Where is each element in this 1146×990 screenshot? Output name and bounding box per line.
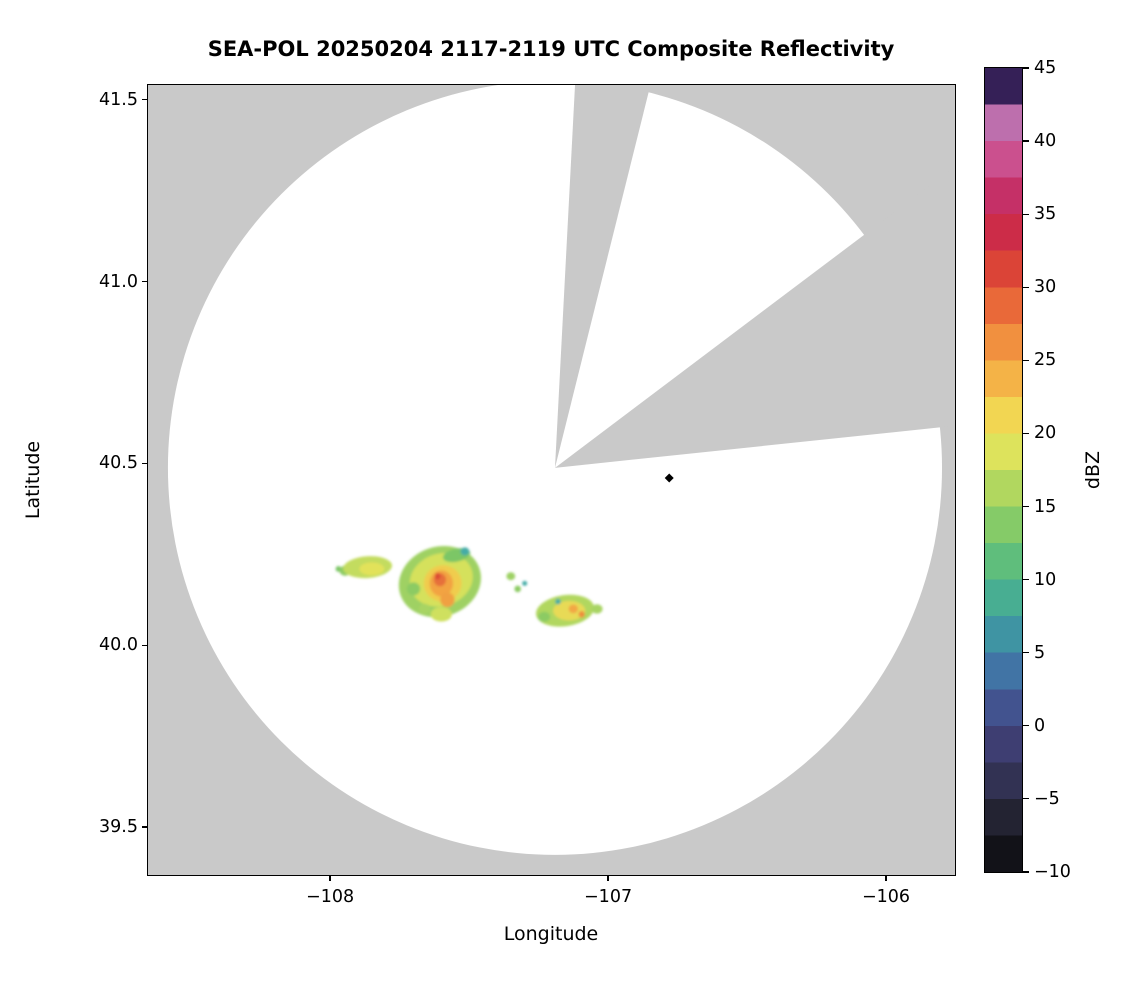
colorbar-tick [1023, 213, 1029, 215]
x-axis-tick-label: −107 [584, 887, 633, 907]
colorbar-tick-label: 0 [1034, 715, 1046, 736]
y-axis-label: Latitude [22, 440, 44, 520]
colorbar-tick [1023, 505, 1029, 508]
colorbar-tick-label: 10 [1034, 569, 1057, 590]
x-axis-tick [607, 875, 609, 881]
colorbar-tick-label: 45 [1034, 58, 1057, 78]
colorbar-tick [1023, 286, 1029, 288]
blocked-sector [554, 166, 955, 468]
chart-title: SEA-POL 20250204 2117-2119 UTC Composite… [207, 37, 895, 61]
echo-layer [335, 545, 603, 627]
colorbar-tick [1023, 579, 1029, 581]
colorbar-tick-label: −5 [1034, 788, 1060, 809]
colorbar-tick [1023, 67, 1029, 69]
radar-coverage-circle [167, 84, 942, 855]
echo-cell [591, 603, 603, 614]
colorbar-label: dBZ [1082, 450, 1104, 490]
x-axis-tick-label: −106 [862, 887, 911, 907]
echo-cell [434, 572, 441, 580]
echo-cell [359, 562, 385, 576]
colorbar-tick-label: 30 [1034, 277, 1057, 298]
x-axis-label: Longitude [503, 923, 599, 945]
colorbar-tick [1023, 359, 1029, 361]
echo-cell [506, 571, 515, 580]
colorbar-tick-label: 5 [1034, 642, 1046, 663]
colorbar-tick [1023, 798, 1029, 800]
blocked-sector [554, 84, 651, 468]
x-axis-tick-label: −108 [306, 887, 355, 907]
radar-plot [147, 84, 955, 875]
y-axis-tick-label: 41.0 [99, 271, 138, 292]
echo-cell [406, 582, 420, 596]
y-axis-tick [142, 462, 148, 465]
colorbar-tick [1023, 432, 1029, 435]
colorbar-tick [1023, 725, 1029, 727]
y-axis-tick [142, 281, 148, 283]
plot-frame [146, 83, 956, 876]
x-axis-tick [329, 875, 331, 881]
colorbar-tick-label: 15 [1034, 496, 1057, 517]
colorbar-frame [983, 66, 1023, 873]
colorbar-tick-label: 20 [1034, 423, 1057, 444]
echo-cell [521, 580, 527, 586]
y-axis-tick-label: 40.0 [99, 635, 138, 656]
echo-cell [554, 598, 561, 605]
echo-cell [578, 610, 585, 618]
y-axis-tick [142, 826, 148, 828]
y-axis-tick-label: 39.5 [99, 817, 138, 837]
echo-cell [418, 603, 430, 614]
x-axis-tick [885, 875, 887, 881]
colorbar-tick-label: 40 [1034, 131, 1057, 152]
y-axis-tick [142, 644, 148, 646]
echo-cell [568, 604, 578, 614]
echo-cell [514, 585, 521, 592]
colorbar-tick-label: −10 [1034, 862, 1071, 882]
colorbar-tick-label: 25 [1034, 350, 1057, 371]
echo-cell [430, 606, 452, 622]
colorbar-gradient [984, 67, 1022, 872]
echo-cell [460, 547, 470, 556]
y-axis-tick-label: 40.5 [99, 453, 138, 474]
colorbar-tick-label: 35 [1034, 204, 1057, 225]
colorbar-tick [1023, 652, 1029, 654]
station-marker [664, 473, 674, 483]
y-axis-tick [142, 99, 148, 101]
echo-cell [537, 611, 550, 622]
y-axis-tick-label: 41.5 [99, 89, 138, 110]
echo-cell [439, 592, 455, 607]
colorbar-tick [1023, 871, 1029, 873]
colorbar-tick [1023, 140, 1029, 142]
